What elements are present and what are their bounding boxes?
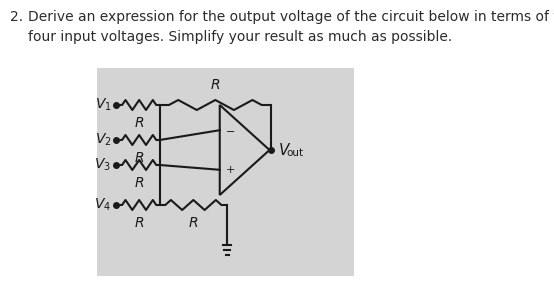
Text: $-$: $-$ bbox=[225, 125, 235, 135]
Text: Derive an expression for the output voltage of the circuit below in terms of the: Derive an expression for the output volt… bbox=[28, 10, 554, 24]
Text: 2.: 2. bbox=[11, 10, 23, 24]
Text: $R$: $R$ bbox=[188, 216, 198, 230]
Text: $V$: $V$ bbox=[278, 142, 291, 158]
Text: $R$: $R$ bbox=[210, 78, 220, 92]
Text: $R$: $R$ bbox=[134, 176, 145, 190]
Text: $V_4$: $V_4$ bbox=[94, 197, 111, 213]
Bar bbox=[98, 68, 354, 276]
Text: $V_3$: $V_3$ bbox=[95, 157, 111, 173]
Text: out: out bbox=[286, 148, 304, 158]
Text: $R$: $R$ bbox=[134, 216, 145, 230]
Text: $+$: $+$ bbox=[225, 164, 235, 175]
Text: $V_1$: $V_1$ bbox=[95, 97, 111, 113]
Text: $V_2$: $V_2$ bbox=[95, 132, 111, 148]
Text: four input voltages. Simplify your result as much as possible.: four input voltages. Simplify your resul… bbox=[28, 30, 452, 44]
Text: $R$: $R$ bbox=[134, 151, 145, 165]
Text: $R$: $R$ bbox=[134, 116, 145, 130]
